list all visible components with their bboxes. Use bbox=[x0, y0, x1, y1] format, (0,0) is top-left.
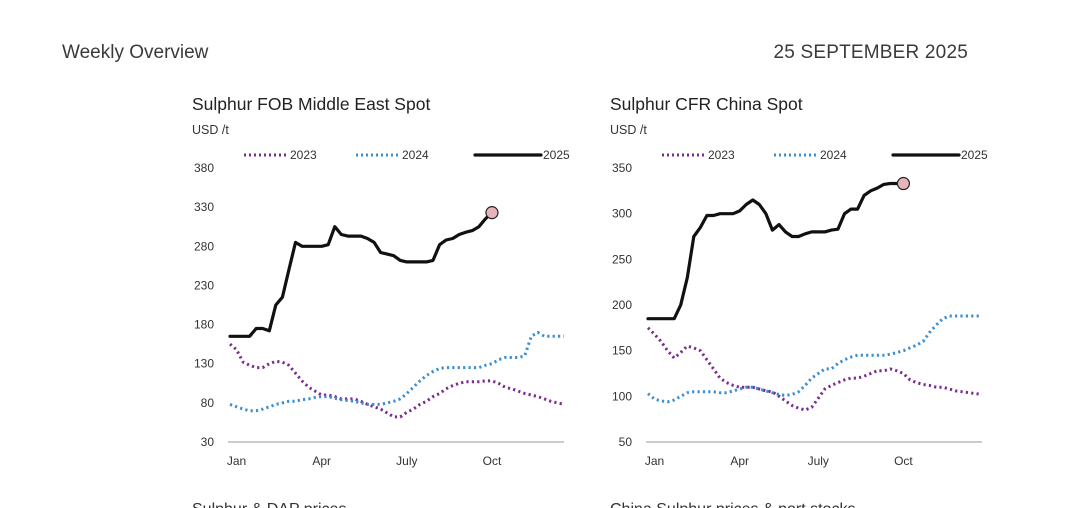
chart-panel-cfr-china: Sulphur CFR China Spot USD /t 50 100 150 20… bbox=[608, 88, 998, 488]
latest-point-marker bbox=[896, 176, 911, 191]
y-tick-label: 250 bbox=[612, 252, 632, 266]
x-tick-label: July bbox=[396, 454, 417, 468]
legend-label: 2023 bbox=[708, 148, 735, 162]
next-chart-title-cutoff: Sulphur & DAP prices bbox=[192, 498, 346, 508]
chart-y-unit: USD /t bbox=[192, 123, 229, 137]
y-tick-label: 280 bbox=[194, 239, 214, 253]
page-header-date: 25 SEPTEMBER 2025 bbox=[773, 42, 968, 63]
series-line-2025 bbox=[646, 181, 905, 321]
series-line-2024 bbox=[647, 314, 982, 404]
chart-plot-fob-middle-east: 30 80 130 180 230 280 330 380 Jan Apr July Oct 2023 2… bbox=[194, 148, 570, 468]
legend-label: 2023 bbox=[290, 148, 317, 162]
y-tick-label: 50 bbox=[619, 435, 633, 449]
chart-panel-fob-middle-east: Sulphur FOB Middle East Spot USD /t 30 80… bbox=[190, 88, 580, 488]
y-tick-label: 230 bbox=[194, 278, 214, 292]
y-tick-label: 30 bbox=[201, 435, 215, 449]
x-tick-label: Apr bbox=[730, 454, 749, 468]
x-tick-label: July bbox=[808, 454, 829, 468]
legend-label: 2025 bbox=[961, 148, 988, 162]
latest-point-marker bbox=[485, 206, 499, 220]
x-tick-label: Oct bbox=[483, 454, 502, 468]
y-tick-label: 180 bbox=[194, 318, 214, 332]
chart-plot-cfr-china: 50 100 150 200 250 300 350 Jan Apr July Oct 2023 202… bbox=[612, 148, 988, 468]
y-tick-label: 200 bbox=[612, 298, 632, 312]
y-tick-label: 150 bbox=[612, 344, 632, 358]
legend-label: 2024 bbox=[402, 148, 429, 162]
series-line-2024 bbox=[229, 330, 564, 413]
x-tick-label: Jan bbox=[645, 454, 664, 468]
chart-title: Sulphur CFR China Spot bbox=[610, 94, 803, 114]
x-tick-label: Oct bbox=[894, 454, 913, 468]
chart-title: Sulphur FOB Middle East Spot bbox=[192, 94, 431, 114]
x-tick-label: Apr bbox=[312, 454, 331, 468]
chart-y-unit: USD /t bbox=[610, 123, 647, 137]
y-tick-label: 380 bbox=[194, 161, 214, 175]
y-tick-label: 130 bbox=[194, 357, 214, 371]
y-tick-label: 330 bbox=[194, 200, 214, 214]
page-header-title: Weekly Overview bbox=[62, 42, 209, 63]
x-tick-label: Jan bbox=[227, 454, 246, 468]
series-line-2023 bbox=[646, 326, 983, 412]
series-line-2023 bbox=[229, 342, 565, 419]
y-tick-label: 300 bbox=[612, 207, 632, 221]
y-tick-label: 80 bbox=[201, 396, 215, 410]
legend-label: 2024 bbox=[820, 148, 847, 162]
series-line-2025 bbox=[228, 210, 494, 338]
y-tick-label: 100 bbox=[612, 389, 632, 403]
legend-label: 2025 bbox=[543, 148, 570, 162]
next-chart-title-cutoff: China Sulphur prices & port stocks bbox=[610, 498, 855, 508]
y-tick-label: 350 bbox=[612, 161, 632, 175]
